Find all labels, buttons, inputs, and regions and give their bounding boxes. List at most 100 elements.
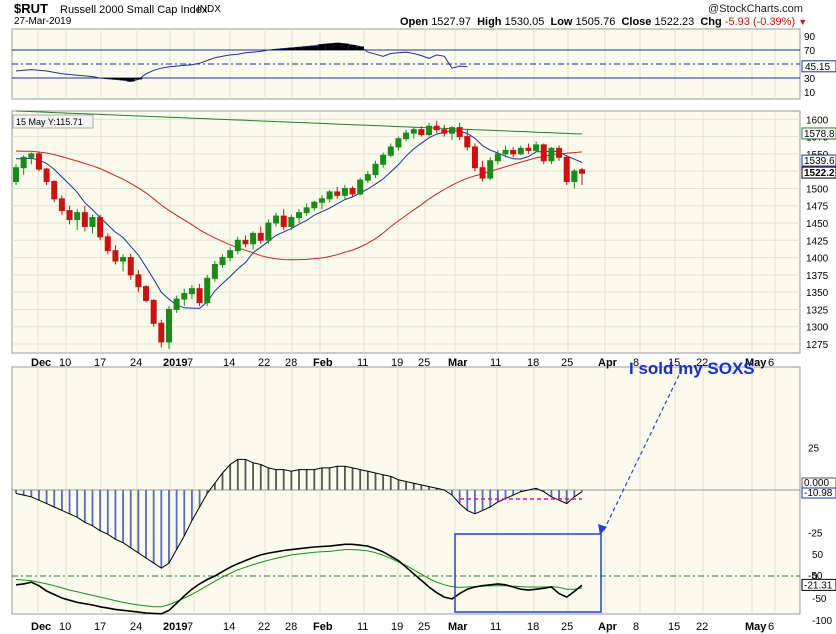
- candle-body: [517, 147, 524, 155]
- rsi-value-tag: [801, 60, 836, 73]
- price-x-tick-label: Feb: [313, 357, 333, 369]
- candle-body: [74, 212, 81, 221]
- macd-x-tick-label: 11: [490, 621, 501, 633]
- price-tick-label: 1425: [806, 236, 829, 247]
- price-tick-label: 1375: [806, 271, 829, 282]
- chg-down-icon: ▼: [798, 17, 808, 27]
- price-value-tag: [801, 127, 836, 140]
- price-x-tick-label: 7: [187, 357, 193, 369]
- price-x-tick-label: Apr: [598, 357, 618, 369]
- annotation-arrowhead: [598, 524, 607, 535]
- candle-body: [120, 257, 127, 262]
- ticker-symbol: $RUT: [14, 1, 48, 16]
- candle-body: [97, 216, 104, 238]
- candle-body: [257, 232, 264, 241]
- price-x-tick-label: 17: [94, 357, 106, 369]
- candle-body: [318, 198, 325, 203]
- price-x-tick-label: 11: [357, 357, 368, 369]
- macd-x-tick-label: Feb: [313, 621, 333, 633]
- exchange-label: INDX: [197, 4, 221, 15]
- candle-body: [234, 239, 241, 252]
- candle-body: [579, 169, 585, 174]
- index-name: Russell 2000 Small Cap Index: [60, 4, 208, 16]
- candle-body: [165, 308, 172, 343]
- price-tick-label: 1275: [806, 340, 829, 351]
- candle-body: [43, 168, 50, 183]
- price-annotation-text: 15 May Y:115.71: [16, 117, 83, 127]
- price-panel: [11, 110, 801, 354]
- candle-body: [471, 146, 478, 169]
- price-annotation-box: [12, 114, 94, 129]
- price-tick-label: 1475: [806, 202, 829, 213]
- stockcharts-watermark[interactable]: @StockCharts.com: [708, 3, 803, 15]
- annotation-arrow-line: [603, 368, 683, 531]
- price-tick-label: 1450: [806, 219, 829, 230]
- candle-body: [372, 163, 379, 176]
- candle-body: [556, 147, 563, 158]
- price-x-tick-label: 25: [418, 357, 430, 369]
- candle-body: [380, 154, 387, 165]
- macd-x-tick-label: 19: [391, 621, 403, 633]
- candle-body: [66, 210, 73, 221]
- rsi-line: [15, 42, 468, 83]
- price-value-label: 1539.6: [804, 156, 835, 167]
- candle-body: [81, 212, 88, 227]
- low-value: 1505.76: [575, 16, 616, 28]
- candle-body: [303, 207, 310, 214]
- candle-body: [456, 127, 463, 138]
- price-value-tag: [801, 166, 836, 179]
- hist-tick-label: -50: [808, 571, 823, 582]
- candle-body: [227, 250, 234, 259]
- candle-body: [502, 149, 509, 155]
- candle-body: [13, 167, 19, 183]
- candle-body: [265, 222, 272, 241]
- price-x-tick-label: 19: [391, 357, 403, 369]
- rsi-tick-label: 90: [804, 32, 816, 43]
- candle-body: [349, 187, 356, 195]
- candle-body: [150, 299, 157, 324]
- price-x-tick-label: 22: [258, 357, 270, 369]
- candle-body: [135, 274, 142, 288]
- candle-body: [188, 288, 195, 295]
- highlight-box: [454, 533, 602, 613]
- candle-body: [510, 149, 517, 155]
- candle-body: [403, 132, 410, 140]
- candle-body: [426, 125, 433, 136]
- price-x-tick-label: 11: [490, 357, 501, 369]
- price-x-tick-label: 6: [768, 357, 774, 369]
- open-label: Open: [400, 16, 429, 28]
- macd-line: [15, 543, 583, 615]
- macd-tick-label: 50: [812, 550, 824, 561]
- price-x-tick-label: 28: [285, 357, 297, 369]
- macd-x-tick-label: 24: [130, 621, 142, 633]
- macd-x-tick-label: 25: [418, 621, 430, 633]
- candle-body: [341, 187, 348, 196]
- candle-body: [127, 257, 134, 276]
- candle-body: [548, 147, 555, 162]
- candle-body: [89, 216, 96, 227]
- chg-label: Chg: [700, 16, 722, 28]
- ma-long-line: [15, 110, 583, 135]
- candle-body: [58, 198, 65, 212]
- candle-body: [441, 129, 448, 134]
- price-x-tick-label: 15: [668, 357, 680, 369]
- candle-body: [364, 174, 371, 181]
- candle-body: [448, 127, 455, 134]
- candle-body: [181, 293, 188, 300]
- macd-value-label: -21.31: [804, 580, 833, 591]
- candle-body: [533, 144, 540, 151]
- macd-tick-label: 0: [812, 572, 818, 583]
- candle-body: [418, 129, 425, 136]
- candle-body: [242, 239, 249, 245]
- hist-value-label-2: -10.98: [804, 488, 833, 499]
- candle-body: [20, 156, 27, 169]
- candle-body: [158, 322, 165, 343]
- macd-x-tick-label: 18: [527, 621, 539, 633]
- high-label: High: [477, 16, 502, 28]
- hist-tick-label: 25: [808, 444, 820, 455]
- price-x-tick-label: Mar: [448, 357, 468, 369]
- price-value-label: 1522.2: [804, 168, 835, 179]
- macd-x-tick-label: 2019: [163, 621, 187, 633]
- macd-x-tick-label: 8: [633, 621, 639, 633]
